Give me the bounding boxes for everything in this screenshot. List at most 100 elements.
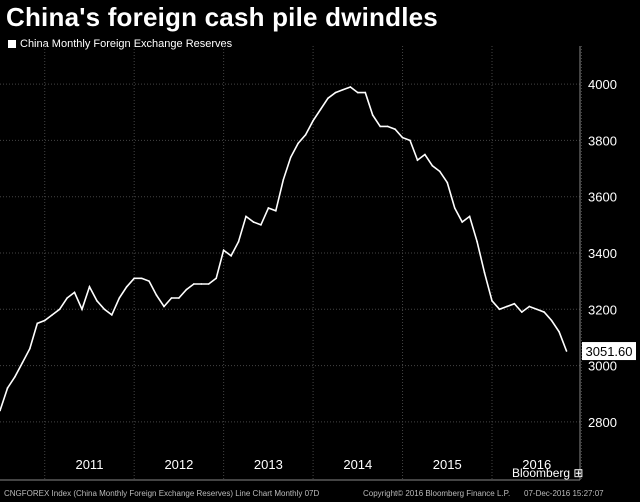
data-point xyxy=(51,314,53,316)
data-point xyxy=(118,297,121,299)
data-point xyxy=(43,319,46,322)
data-point xyxy=(111,314,113,316)
data-point xyxy=(245,215,247,218)
data-point xyxy=(170,297,173,299)
data-point xyxy=(334,91,337,94)
x-tick-label: 2015 xyxy=(433,457,462,472)
data-point xyxy=(267,207,270,209)
y-tick-label: 3000 xyxy=(588,359,617,374)
data-point xyxy=(133,277,135,280)
x-tick-label: 2012 xyxy=(164,457,193,472)
data-point xyxy=(260,224,262,226)
data-point xyxy=(282,179,285,181)
data-point xyxy=(66,297,68,299)
data-point xyxy=(506,305,508,308)
data-point xyxy=(6,387,9,389)
data-point xyxy=(513,302,516,305)
data-point xyxy=(379,125,381,128)
data-point xyxy=(461,221,463,223)
data-point xyxy=(439,170,441,173)
x-tick-label: 2014 xyxy=(343,457,372,472)
data-point xyxy=(453,207,456,209)
data-point xyxy=(178,297,180,299)
data-point xyxy=(446,181,449,184)
data-point xyxy=(58,308,61,311)
data-point xyxy=(125,285,128,288)
data-point xyxy=(21,361,24,364)
data-point xyxy=(521,311,523,313)
data-point xyxy=(371,114,374,116)
data-point xyxy=(237,240,240,243)
data-point xyxy=(215,277,217,280)
data-point xyxy=(357,91,359,94)
data-point xyxy=(148,280,150,282)
data-point xyxy=(483,271,486,274)
data-point xyxy=(364,91,367,94)
data-point xyxy=(96,300,98,302)
data-point xyxy=(327,97,329,100)
data-point xyxy=(275,209,277,212)
last-value-box xyxy=(582,342,636,361)
footer-copyright: Copyright© 2016 Bloomberg Finance L.P. xyxy=(363,489,511,498)
data-point xyxy=(550,319,553,322)
data-point xyxy=(476,240,478,243)
data-point xyxy=(140,277,143,280)
data-point xyxy=(0,409,1,412)
chart-title: China's foreign cash pile dwindles xyxy=(6,2,438,32)
y-tick-label: 3600 xyxy=(588,190,617,205)
data-point xyxy=(14,376,16,378)
data-point xyxy=(401,136,404,139)
data-point xyxy=(565,350,568,352)
data-point xyxy=(304,134,307,136)
data-point xyxy=(200,283,203,285)
y-tick-label: 3800 xyxy=(588,133,617,148)
data-point xyxy=(230,255,232,257)
series-line xyxy=(0,86,568,411)
legend-swatch xyxy=(8,40,16,48)
data-point xyxy=(528,305,531,308)
y-tick-label: 3400 xyxy=(588,246,617,261)
data-point xyxy=(29,347,31,350)
data-point xyxy=(36,322,39,325)
data-point xyxy=(558,331,560,333)
data-point xyxy=(424,153,426,156)
data-point xyxy=(222,249,225,251)
legend: China Monthly Foreign Exchange Reserves xyxy=(8,38,232,50)
data-point xyxy=(155,294,158,297)
y-tick-label: 3200 xyxy=(588,302,617,317)
data-point xyxy=(394,128,396,130)
data-point xyxy=(342,88,344,91)
y-tick-label: 4000 xyxy=(588,77,617,92)
data-point xyxy=(252,221,255,223)
data-point xyxy=(81,308,83,311)
data-point xyxy=(409,139,411,142)
data-point xyxy=(289,156,292,159)
bloomberg-brand: Bloomberg ⊞ xyxy=(512,466,584,480)
legend-label: China Monthly Foreign Exchange Reserves xyxy=(20,38,233,50)
data-point xyxy=(185,288,188,291)
data-point xyxy=(103,308,106,311)
data-point xyxy=(416,159,419,161)
x-tick-label: 2016 xyxy=(522,457,551,472)
data-point xyxy=(543,311,545,313)
data-point xyxy=(193,283,195,285)
x-tick-label: 2013 xyxy=(254,457,283,472)
data-point xyxy=(297,142,299,145)
data-point xyxy=(386,125,389,128)
data-point xyxy=(431,164,434,167)
data-point xyxy=(319,108,322,111)
x-tick-label: 2011 xyxy=(75,457,103,472)
data-point xyxy=(468,215,471,218)
data-point xyxy=(535,308,538,311)
data-point xyxy=(73,291,76,294)
footer-index-info: CNGFOREX Index (China Monthly Foreign Ex… xyxy=(4,489,320,498)
data-point xyxy=(349,86,352,88)
data-point xyxy=(498,308,501,311)
y-tick-label: 2800 xyxy=(588,415,617,430)
footer-timestamp: 07-Dec-2016 15:27:07 xyxy=(524,489,604,498)
data-point xyxy=(163,305,165,308)
data-point xyxy=(491,300,493,302)
data-point xyxy=(312,119,314,122)
last-value-label: 3051.60 xyxy=(586,344,633,359)
